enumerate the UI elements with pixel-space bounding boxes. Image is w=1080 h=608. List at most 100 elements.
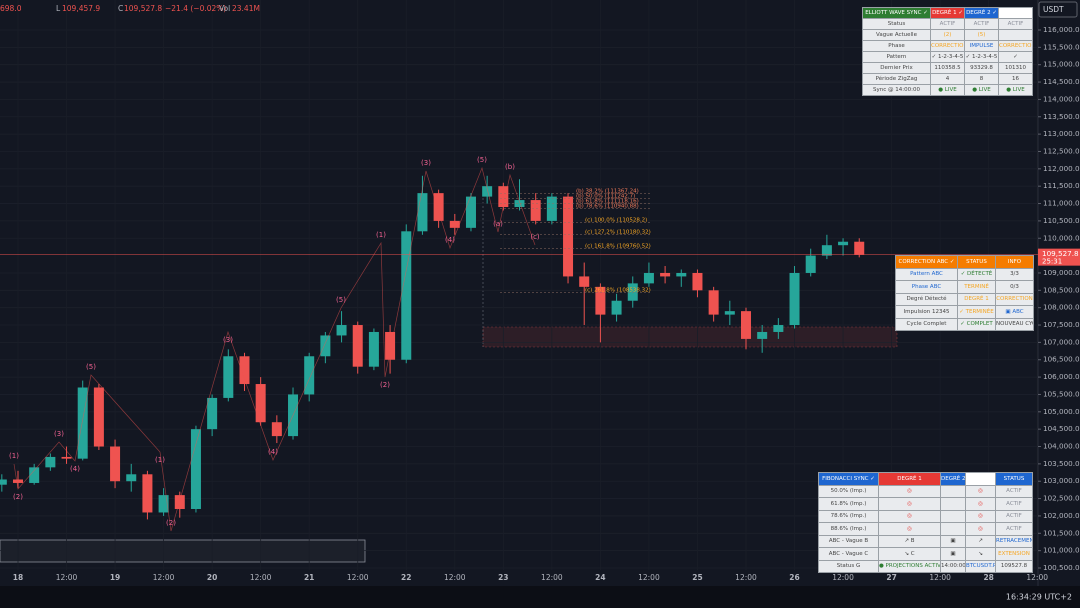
cell: 14:00:00 — [940, 559, 966, 573]
cell: 50.0% (Imp.) — [818, 484, 879, 498]
candle-body — [77, 387, 88, 459]
candle-body — [110, 446, 121, 482]
cell: NOUVEAU CYCLE — [995, 317, 1034, 331]
fib-label: (b) 78.6% (110940.88) — [576, 204, 639, 210]
y-tick-label: 102,000.0 — [1043, 511, 1080, 520]
y-tick-label: 113,500.0 — [1043, 112, 1080, 121]
cell: 109527.8 — [995, 559, 1033, 573]
wave-label: (1) — [376, 231, 386, 239]
cell: 4 — [930, 73, 965, 85]
cell: ✓ — [998, 51, 1033, 63]
y-tick-label: 103,000.0 — [1043, 476, 1080, 485]
cell: Status — [862, 18, 931, 30]
price-tag-countdown: 25:31 — [1042, 258, 1062, 266]
candle-body — [239, 356, 250, 385]
cell: (5) — [964, 29, 999, 41]
cell: 93329.8 — [964, 62, 999, 74]
candle-body — [385, 331, 396, 360]
clock: 16:34:29 UTC+2 — [1006, 593, 1072, 602]
header-cell: DEGRÉ 1 — [878, 472, 941, 486]
candle-body — [449, 220, 460, 228]
currency-select[interactable] — [1038, 1, 1078, 18]
cell: DEGRÉ 1 — [957, 292, 996, 306]
candle-body — [271, 422, 282, 437]
fib-table: FIBONACCI SYNC ✓ DEGRÉ 1 DEGRÉ 2 STATUS 50.0… — [818, 472, 1033, 573]
cell — [940, 522, 966, 536]
cell: IMPULSE — [964, 40, 999, 52]
wave-label: (2) — [380, 381, 390, 389]
candle-body — [757, 331, 768, 339]
cell: ACTIF — [930, 18, 965, 30]
x-tick-label: 12:00 — [832, 573, 854, 582]
header-cell: DEGRÉ 1 ✓ — [930, 7, 965, 19]
candle-body — [563, 196, 574, 277]
y-tick-label: 112,500.0 — [1043, 146, 1080, 155]
x-tick-label: 12:00 — [347, 573, 369, 582]
x-tick-label: 12:00 — [153, 573, 175, 582]
y-tick-label: 102,500.0 — [1043, 494, 1080, 503]
header-cell: STATUS — [957, 255, 996, 269]
y-tick-label: 105,500.0 — [1043, 389, 1080, 398]
wave-label: (1) — [155, 456, 165, 464]
cell: ◎ — [965, 484, 996, 498]
candle-body — [45, 456, 56, 468]
wave-label: (a) — [493, 220, 503, 228]
fib-label: (b) 38.2% (111367.24) — [576, 189, 639, 195]
price-tag-value: 109,527.8 — [1042, 249, 1079, 258]
y-tick-label: 107,500.0 — [1043, 320, 1080, 329]
wave-label: (5) — [336, 296, 346, 304]
header-cell: ELLIOTT WAVE SYNC ✓ — [862, 7, 931, 19]
candle-body — [190, 429, 201, 509]
candle-body — [627, 283, 638, 301]
y-tick-label: 106,000.0 — [1043, 372, 1080, 381]
cell: Status G — [818, 559, 879, 573]
cell: 61.8% (Imp.) — [818, 497, 879, 511]
candle-body — [692, 272, 703, 291]
candle-body — [255, 384, 266, 423]
cell: ▣ ABC — [995, 305, 1034, 319]
cell — [940, 484, 966, 498]
fib-label: (c) 100.0% (110528.2) — [585, 218, 647, 224]
ohlc-item: Vol — [219, 4, 230, 13]
x-tick-label: 24 — [595, 573, 605, 582]
y-tick-label: 111,000.0 — [1043, 199, 1080, 208]
y-tick-label: 115,500.0 — [1043, 42, 1080, 51]
candle-body — [433, 193, 444, 221]
cell: EXTENSION — [995, 547, 1033, 561]
header-cell: FIBONACCI SYNC ✓ — [818, 472, 879, 486]
x-tick-label: 28 — [983, 573, 993, 582]
currency[interactable]: USDT — [1043, 5, 1064, 14]
price-tag — [1038, 248, 1080, 266]
cell: ABC - Vague B — [818, 534, 879, 548]
wave-label: (c) — [530, 233, 540, 241]
x-tick-label: 12:00 — [541, 573, 563, 582]
cell: Période ZigZag — [862, 73, 931, 85]
candle-body — [838, 241, 849, 246]
wave-label: (1) — [9, 452, 19, 460]
wave-label: (5) — [86, 363, 96, 371]
header-cell: DEGRÉ 2 — [940, 472, 966, 486]
cell: ACTIF — [995, 522, 1033, 536]
candle-body — [465, 196, 476, 228]
candle-body — [61, 456, 72, 459]
candle-body — [126, 474, 137, 482]
cell: 3/3 — [995, 267, 1034, 281]
cell: Cycle Complet — [895, 317, 958, 331]
candle-body — [304, 356, 315, 395]
x-tick-label: 12:00 — [1026, 573, 1048, 582]
abc-table: CORRECTION ABC ✓ STATUS INFO Pattern ABC ✓ D… — [895, 255, 1034, 331]
x-tick-label: 12:00 — [250, 573, 272, 582]
header-cell — [998, 7, 1033, 19]
cell: CORRECTION — [998, 40, 1033, 52]
x-tick-label: 27 — [886, 573, 896, 582]
cell: ABC - Vague C — [818, 547, 879, 561]
y-tick-label: 101,000.0 — [1043, 546, 1080, 555]
candle-body — [595, 286, 606, 315]
header-cell — [965, 472, 996, 486]
cell: Impulsion 12345 — [895, 305, 958, 319]
cell: ▣ — [940, 534, 966, 548]
candle-body — [401, 231, 412, 360]
wave-label: (4) — [70, 465, 80, 473]
candle-body — [12, 479, 23, 483]
